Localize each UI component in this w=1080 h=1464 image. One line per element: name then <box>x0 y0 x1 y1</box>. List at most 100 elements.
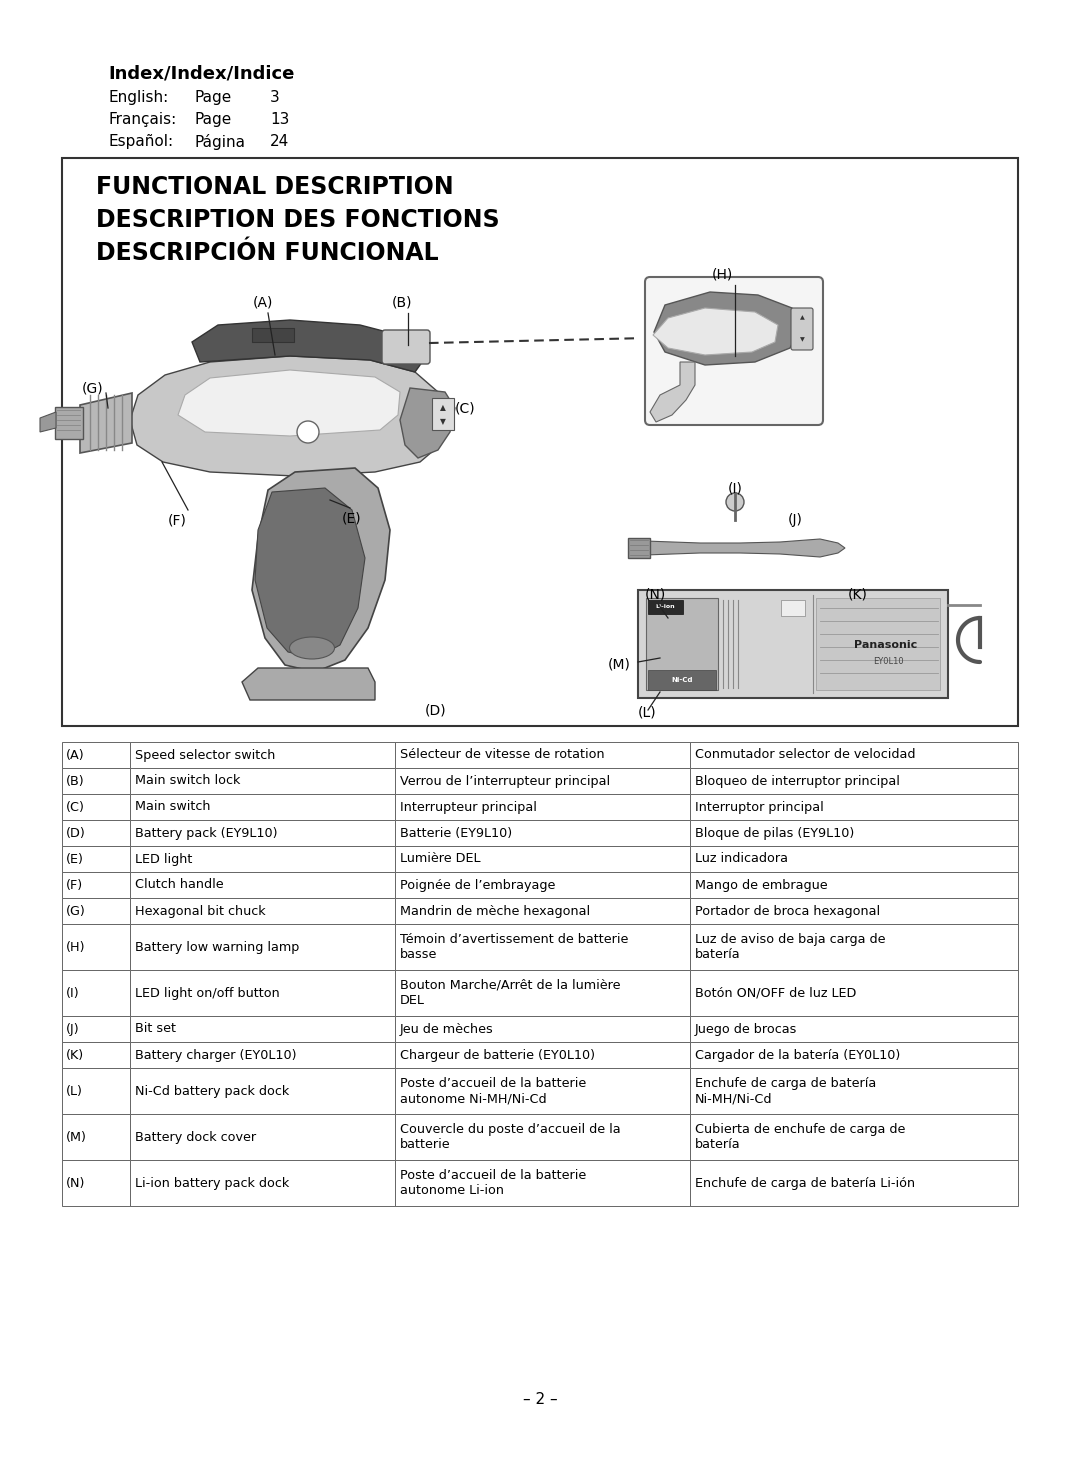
Text: (A): (A) <box>66 748 84 761</box>
Polygon shape <box>654 291 800 365</box>
Polygon shape <box>645 539 845 556</box>
Bar <box>130 820 395 846</box>
Text: Botón ON/OFF de luz LED: Botón ON/OFF de luz LED <box>696 987 856 1000</box>
Bar <box>395 971 690 1016</box>
Bar <box>62 820 130 846</box>
Polygon shape <box>653 307 778 354</box>
Text: ▲: ▲ <box>799 316 805 321</box>
Text: Luz de aviso de baja carga de
batería: Luz de aviso de baja carga de batería <box>696 933 886 962</box>
Polygon shape <box>192 321 426 372</box>
Bar <box>62 793 130 820</box>
Bar <box>395 924 690 971</box>
FancyBboxPatch shape <box>791 307 813 350</box>
Text: Battery pack (EY9L10): Battery pack (EY9L10) <box>135 827 278 839</box>
FancyBboxPatch shape <box>645 277 823 425</box>
Bar <box>690 1042 1018 1069</box>
Text: Français:: Français: <box>108 113 176 127</box>
Text: Bit set: Bit set <box>135 1022 176 1035</box>
Text: (B): (B) <box>392 296 413 309</box>
Text: Español:: Español: <box>108 135 173 149</box>
Text: Li-ion battery pack dock: Li-ion battery pack dock <box>135 1177 289 1189</box>
Text: Jeu de mèches: Jeu de mèches <box>400 1022 494 1035</box>
Bar <box>62 971 130 1016</box>
Text: Ni-Cd: Ni-Cd <box>672 676 692 684</box>
Bar <box>395 742 690 769</box>
Text: 13: 13 <box>270 113 289 127</box>
Bar <box>130 742 395 769</box>
Bar <box>130 846 395 873</box>
Text: Main switch lock: Main switch lock <box>135 774 241 788</box>
Text: (G): (G) <box>82 381 104 395</box>
Text: (E): (E) <box>66 852 84 865</box>
Polygon shape <box>252 468 390 672</box>
Text: – 2 –: – 2 – <box>523 1392 557 1407</box>
Bar <box>690 793 1018 820</box>
Text: Main switch: Main switch <box>135 801 211 814</box>
Bar <box>395 1159 690 1206</box>
Bar <box>648 600 683 613</box>
Text: (A): (A) <box>253 296 273 309</box>
Text: Luz indicadora: Luz indicadora <box>696 852 788 865</box>
Text: (M): (M) <box>66 1130 86 1143</box>
Bar <box>395 846 690 873</box>
Bar <box>252 328 294 343</box>
Bar <box>690 1016 1018 1042</box>
Bar <box>62 1016 130 1042</box>
Bar <box>395 820 690 846</box>
Text: English:: English: <box>108 89 168 105</box>
Bar <box>62 742 130 769</box>
Ellipse shape <box>289 637 335 659</box>
Text: Couvercle du poste d’accueil de la
batterie: Couvercle du poste d’accueil de la batte… <box>400 1123 621 1151</box>
Text: Conmutador selector de velocidad: Conmutador selector de velocidad <box>696 748 916 761</box>
Text: (H): (H) <box>66 940 85 953</box>
Bar <box>62 897 130 924</box>
Text: Sélecteur de vitesse de rotation: Sélecteur de vitesse de rotation <box>400 748 605 761</box>
Text: Página: Página <box>195 135 246 149</box>
Text: Panasonic: Panasonic <box>854 640 918 650</box>
Text: (L): (L) <box>638 706 657 719</box>
Bar <box>62 158 1018 726</box>
Text: Poste d’accueil de la batterie
autonome Ni-MH/Ni-Cd: Poste d’accueil de la batterie autonome … <box>400 1076 586 1105</box>
Bar <box>690 846 1018 873</box>
Text: ▲: ▲ <box>440 404 446 413</box>
Bar <box>690 924 1018 971</box>
Text: 3: 3 <box>270 89 280 105</box>
Text: Hexagonal bit chuck: Hexagonal bit chuck <box>135 905 266 918</box>
Text: Ni-Cd battery pack dock: Ni-Cd battery pack dock <box>135 1085 289 1098</box>
Bar <box>130 1159 395 1206</box>
Bar <box>62 1069 130 1114</box>
Text: Cubierta de enchufe de carga de
batería: Cubierta de enchufe de carga de batería <box>696 1123 905 1151</box>
Bar <box>130 924 395 971</box>
Bar <box>62 1114 130 1159</box>
Bar <box>55 407 83 439</box>
Polygon shape <box>178 370 400 436</box>
Text: (N): (N) <box>66 1177 85 1189</box>
Bar <box>627 537 650 558</box>
Text: (D): (D) <box>66 827 85 839</box>
Bar <box>395 1069 690 1114</box>
Bar <box>648 671 716 690</box>
Text: Juego de brocas: Juego de brocas <box>696 1022 797 1035</box>
Text: DESCRIPCIÓN FUNCIONAL: DESCRIPCIÓN FUNCIONAL <box>96 242 438 265</box>
Text: Témoin d’avertissement de batterie
basse: Témoin d’avertissement de batterie basse <box>400 933 629 962</box>
Text: Bloque de pilas (EY9L10): Bloque de pilas (EY9L10) <box>696 827 854 839</box>
Bar <box>130 1069 395 1114</box>
Text: Chargeur de batterie (EY0L10): Chargeur de batterie (EY0L10) <box>400 1048 595 1061</box>
Bar <box>62 1159 130 1206</box>
Text: Index/Index/Indice: Index/Index/Indice <box>108 64 295 83</box>
Text: Cargador de la batería (EY0L10): Cargador de la batería (EY0L10) <box>696 1048 901 1061</box>
Bar <box>130 897 395 924</box>
Text: Enchufe de carga de batería
Ni-MH/Ni-Cd: Enchufe de carga de batería Ni-MH/Ni-Cd <box>696 1076 876 1105</box>
Text: Battery charger (EY0L10): Battery charger (EY0L10) <box>135 1048 297 1061</box>
Text: Interruptor principal: Interruptor principal <box>696 801 824 814</box>
Text: Clutch handle: Clutch handle <box>135 878 224 892</box>
Text: ▼: ▼ <box>440 417 446 426</box>
Text: ▼: ▼ <box>799 338 805 343</box>
Text: Battery dock cover: Battery dock cover <box>135 1130 256 1143</box>
Bar <box>432 398 454 430</box>
Bar <box>690 1159 1018 1206</box>
Text: Verrou de l’interrupteur principal: Verrou de l’interrupteur principal <box>400 774 610 788</box>
Text: Page: Page <box>195 113 232 127</box>
Text: Batterie (EY9L10): Batterie (EY9L10) <box>400 827 512 839</box>
Bar <box>690 742 1018 769</box>
